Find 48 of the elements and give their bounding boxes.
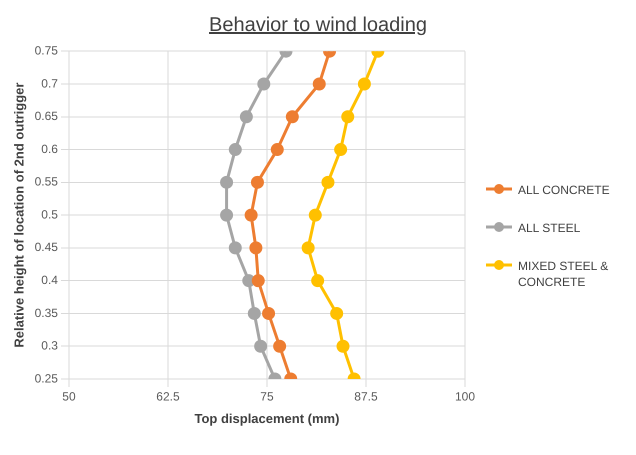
y-tick-label: 0.4 <box>41 272 58 287</box>
point <box>321 176 334 189</box>
chart-title: Behavior to wind loading <box>208 14 428 37</box>
point <box>240 110 253 124</box>
y-tick-label: 0.7 <box>41 76 58 90</box>
point <box>244 208 258 222</box>
point <box>262 306 276 320</box>
y-tick-label: 0.5 <box>41 207 58 222</box>
point <box>336 340 350 353</box>
x-tick-label: 50 <box>62 390 76 404</box>
point <box>330 306 344 320</box>
point <box>312 77 326 90</box>
point <box>302 241 315 254</box>
y-tick-label: 0.45 <box>34 240 58 254</box>
x-tick-label: 100 <box>454 390 476 404</box>
point <box>270 143 284 156</box>
y-tick-label: 0.3 <box>41 338 58 353</box>
point <box>220 176 234 189</box>
x-tick-label: 75 <box>260 390 274 404</box>
y-tick-label: 0.6 <box>41 142 58 156</box>
point <box>254 340 268 353</box>
point <box>334 143 348 156</box>
y-tick-label: 0.65 <box>34 109 58 124</box>
point <box>257 77 270 90</box>
point <box>250 176 264 189</box>
point <box>249 241 262 254</box>
y-tick-label: 0.35 <box>34 306 58 320</box>
y-tick-label: 0.25 <box>34 371 58 386</box>
y-axis-title: Relative height of location of 2nd outrigger <box>11 82 26 348</box>
point <box>228 241 242 254</box>
x-tick-label: 62.5 <box>156 390 180 404</box>
point <box>286 110 299 124</box>
y-tick-label: 0.75 <box>34 44 58 58</box>
point <box>308 208 322 222</box>
point <box>252 274 265 288</box>
x-axis-title: Top displacement (mm) <box>194 410 340 426</box>
x-tick-label: 87.5 <box>354 390 378 404</box>
legend-label: ALL STEEL <box>518 220 580 236</box>
point <box>248 306 261 320</box>
point <box>341 110 354 124</box>
point <box>273 340 286 353</box>
legend-label: ALL CONCRETE <box>518 182 610 198</box>
point <box>228 143 242 156</box>
point <box>220 208 234 222</box>
point <box>358 77 371 90</box>
point <box>311 274 324 288</box>
y-tick-label: 0.55 <box>34 174 58 189</box>
legend-label: MIXED STEEL & CONCRETE <box>518 258 610 290</box>
